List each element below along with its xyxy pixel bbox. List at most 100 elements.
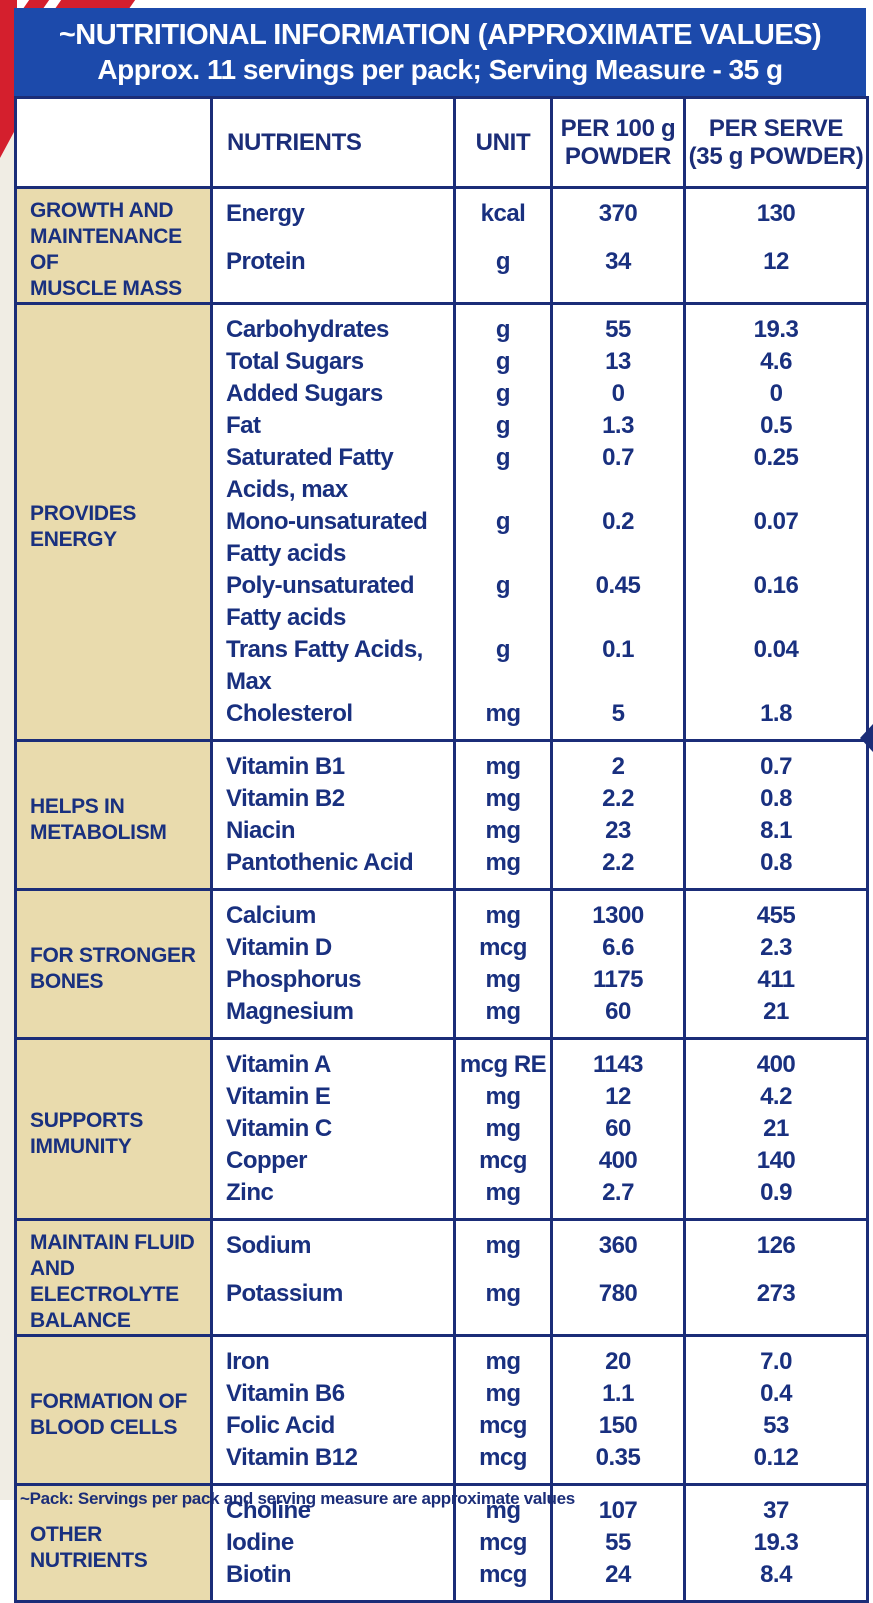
cell-per-100g: 0.1 <box>550 634 685 698</box>
cell-per-serve: 4.2 <box>683 1081 868 1113</box>
cell-per-100g: 55 <box>550 1527 685 1559</box>
nutrition-banner: ~NUTRITIONAL INFORMATION (APPROXIMATE VA… <box>14 8 866 96</box>
nutrient-row: Vitamin B6 mg 1.1 0.4 <box>16 1378 868 1410</box>
cell-name: Vitamin B2 <box>210 783 455 815</box>
cell-per-100g: 1.3 <box>550 410 685 442</box>
cell-per-100g: 23 <box>550 815 685 847</box>
cell-per-serve: 0.8 <box>683 847 868 890</box>
header-nutrients: NUTRIENTS <box>210 97 455 188</box>
cell-per-serve: 0.8 <box>683 783 868 815</box>
cell-per-serve: 411 <box>683 964 868 996</box>
cell-name: Saturated Fatty Acids, max <box>210 442 455 506</box>
nutrient-row: Mono-unsaturated Fatty acids g 0.2 0.07 <box>16 506 868 570</box>
nutrient-row: Zinc mg 2.7 0.9 <box>16 1177 868 1220</box>
cell-per-serve: 140 <box>683 1145 868 1177</box>
nutrient-row: Fat g 1.3 0.5 <box>16 410 868 442</box>
cell-unit: mg <box>453 1277 552 1336</box>
nutrition-table-header: NUTRIENTS UNIT PER 100 g POWDER PER SERV… <box>14 97 868 188</box>
cell-per-100g: 13 <box>550 346 685 378</box>
nutrient-row: Saturated Fatty Acids, max g 0.7 0.25 <box>16 442 868 506</box>
package-left-edge <box>0 0 14 1500</box>
cell-per-100g: 400 <box>550 1145 685 1177</box>
cell-per-serve: 0.12 <box>683 1442 868 1485</box>
cell-per-serve: 8.1 <box>683 815 868 847</box>
cell-per-100g: 0.7 <box>550 442 685 506</box>
nutrient-row: Copper mcg 400 140 <box>16 1145 868 1177</box>
cell-name: Vitamin C <box>210 1113 455 1145</box>
cell-name: Iron <box>210 1334 455 1378</box>
cell-name: Poly-unsaturated Fatty acids <box>210 570 455 634</box>
cell-per-serve: 0 <box>683 378 868 410</box>
cell-per-100g: 2.2 <box>550 783 685 815</box>
cell-name: Vitamin B6 <box>210 1378 455 1410</box>
cell-per-serve: 0.7 <box>683 739 868 783</box>
cell-name: Pantothenic Acid <box>210 847 455 890</box>
cell-per-100g: 55 <box>550 302 685 346</box>
cell-unit: mg <box>453 698 552 741</box>
nutrient-row: Trans Fatty Acids, Max g 0.1 0.04 <box>16 634 868 698</box>
cell-unit: kcal <box>453 186 552 246</box>
category-cell: FOR STRONGER BONES <box>14 888 212 1039</box>
cell-per-100g: 2.2 <box>550 847 685 890</box>
cell-per-100g: 150 <box>550 1410 685 1442</box>
cell-unit: mg <box>453 1081 552 1113</box>
cell-unit: g <box>453 245 552 304</box>
banner-subtitle: Approx. 11 servings per pack; Serving Me… <box>97 53 783 85</box>
cell-name: Vitamin E <box>210 1081 455 1113</box>
cell-per-100g: 1143 <box>550 1037 685 1081</box>
cell-name: Biotin <box>210 1559 455 1602</box>
cell-per-serve: 19.3 <box>683 1527 868 1559</box>
cell-unit: mg <box>453 1177 552 1220</box>
cell-per-serve: 0.16 <box>683 570 868 634</box>
cell-name: Mono-unsaturated Fatty acids <box>210 506 455 570</box>
cell-name: Phosphorus <box>210 964 455 996</box>
cell-unit: mcg <box>453 1410 552 1442</box>
cell-name: Carbohydrates <box>210 302 455 346</box>
cell-unit: mg <box>453 1378 552 1410</box>
cell-unit: mcg <box>453 1145 552 1177</box>
cell-per-100g: 2 <box>550 739 685 783</box>
cell-name: Protein <box>210 245 455 304</box>
cell-unit: mg <box>453 1113 552 1145</box>
cell-per-serve: 455 <box>683 888 868 932</box>
cell-unit: mg <box>453 964 552 996</box>
cell-unit: mcg <box>453 932 552 964</box>
nutrient-row: Magnesium mg 60 21 <box>16 996 868 1039</box>
cell-per-100g: 1175 <box>550 964 685 996</box>
cell-per-serve: 53 <box>683 1410 868 1442</box>
cell-unit: mg <box>453 739 552 783</box>
nutrient-row: MAINTAIN FLUID AND ELECTROLYTE BALANCE So… <box>14 1218 868 1336</box>
cell-name: Added Sugars <box>210 378 455 410</box>
cell-per-100g: 6.6 <box>550 932 685 964</box>
cell-per-serve: 21 <box>683 996 868 1039</box>
category-cell: SUPPORTS IMMUNITY <box>14 1037 212 1220</box>
nutrient-row: GROWTH AND MAINTENANCE OF MUSCLE MASS Ene… <box>14 186 868 304</box>
cell-unit: mcg <box>453 1442 552 1485</box>
category-cell: PROVIDES ENERGY <box>14 302 212 741</box>
package-red-accent-wedge <box>0 0 17 158</box>
cell-unit: mg <box>453 783 552 815</box>
nutrient-row: Phosphorus mg 1175 411 <box>16 964 868 996</box>
nutrient-row: FOR STRONGER BONES Calcium mg 1300 455 <box>14 888 868 1039</box>
cell-per-100g: 0.2 <box>550 506 685 570</box>
cell-unit: mg <box>453 1218 552 1278</box>
nutrient-row: Folic Acid mcg 150 53 <box>16 1410 868 1442</box>
cell-unit: mcg RE <box>453 1037 552 1081</box>
cell-per-100g: 1.1 <box>550 1378 685 1410</box>
cell-per-100g: 60 <box>550 1113 685 1145</box>
cell-name: Potassium <box>210 1277 455 1336</box>
nutrient-row: PROVIDES ENERGY Carbohydrates g 55 19.3 <box>14 302 868 741</box>
cell-per-serve: 130 <box>683 186 868 246</box>
cell-unit: g <box>453 634 552 698</box>
cell-per-serve: 4.6 <box>683 346 868 378</box>
cell-per-100g: 360 <box>550 1218 685 1278</box>
cell-unit: mcg <box>453 1559 552 1602</box>
cell-name: Iodine <box>210 1527 455 1559</box>
cell-per-100g: 0.45 <box>550 570 685 634</box>
cell-name: Cholesterol <box>210 698 455 741</box>
cell-per-serve: 0.04 <box>683 634 868 698</box>
